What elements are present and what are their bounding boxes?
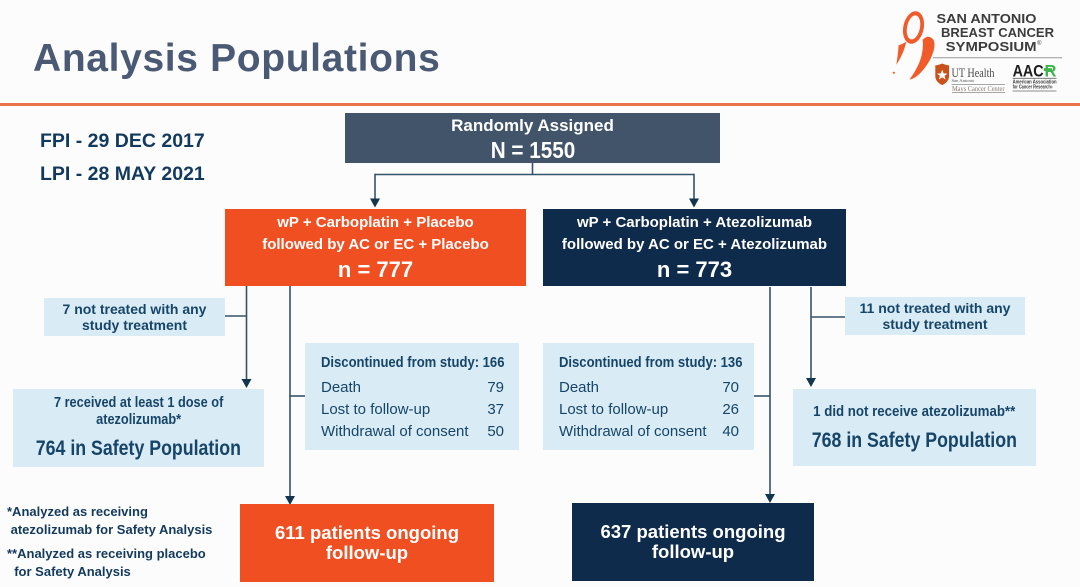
svg-text:BREAST CANCER: BREAST CANCER <box>941 25 1055 40</box>
svg-text:San Antonio: San Antonio <box>952 78 976 83</box>
svg-text:for Cancer Research®: for Cancer Research® <box>1013 85 1053 91</box>
svg-text:R: R <box>1045 63 1057 81</box>
svg-text:American Association: American Association <box>1013 79 1057 85</box>
svg-text:Mays Cancer Center: Mays Cancer Center <box>952 85 1005 93</box>
svg-text:SYMPOSIUM: SYMPOSIUM <box>946 39 1037 54</box>
svg-text:UT Health: UT Health <box>952 66 996 80</box>
svg-text:SAN ANTONIO: SAN ANTONIO <box>937 11 1037 26</box>
svg-text:AAC: AAC <box>1013 63 1044 81</box>
svg-text:®: ® <box>1037 40 1042 47</box>
